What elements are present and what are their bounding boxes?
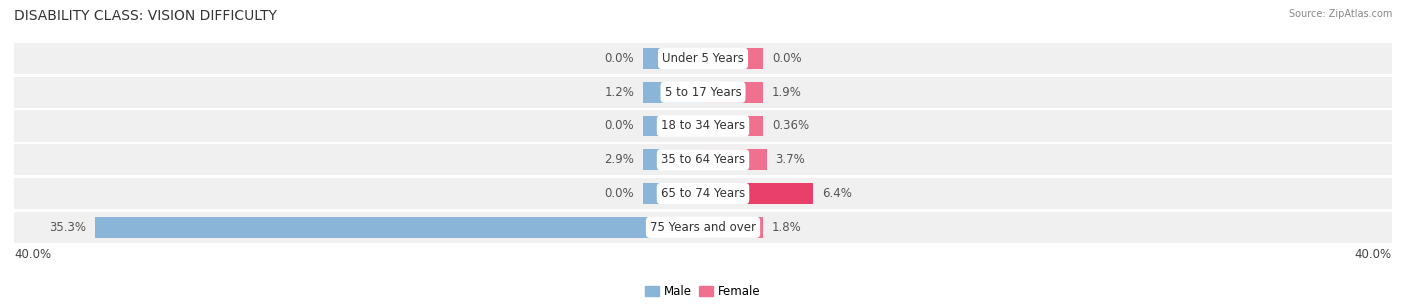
Text: DISABILITY CLASS: VISION DIFFICULTY: DISABILITY CLASS: VISION DIFFICULTY	[14, 9, 277, 23]
Text: 2.9%: 2.9%	[605, 153, 634, 166]
Bar	[14, 77, 1392, 108]
Bar	[14, 144, 1392, 175]
Text: 0.0%: 0.0%	[605, 119, 634, 133]
Text: 40.0%: 40.0%	[14, 248, 51, 261]
Bar	[703, 48, 763, 69]
Text: 18 to 34 Years: 18 to 34 Years	[661, 119, 745, 133]
Text: 1.8%: 1.8%	[772, 221, 801, 234]
Bar	[703, 149, 766, 170]
Text: 1.9%: 1.9%	[772, 86, 801, 99]
Bar	[643, 149, 703, 170]
Bar	[703, 82, 763, 103]
Text: 1.2%: 1.2%	[605, 86, 634, 99]
Text: 3.7%: 3.7%	[775, 153, 806, 166]
Text: 75 Years and over: 75 Years and over	[650, 221, 756, 234]
Text: 40.0%: 40.0%	[1355, 248, 1392, 261]
Text: 6.4%: 6.4%	[823, 187, 852, 200]
Text: 0.0%: 0.0%	[772, 52, 801, 65]
Bar	[703, 217, 763, 238]
Bar	[643, 183, 703, 204]
Text: 0.0%: 0.0%	[605, 187, 634, 200]
Bar	[703, 116, 763, 136]
Bar	[643, 48, 703, 69]
Legend: Male, Female: Male, Female	[641, 281, 765, 303]
Bar	[14, 110, 1392, 142]
Bar	[96, 217, 703, 238]
Bar	[14, 178, 1392, 209]
Bar	[703, 183, 813, 204]
Text: 0.0%: 0.0%	[605, 52, 634, 65]
Bar	[14, 212, 1392, 243]
Bar	[643, 82, 703, 103]
Text: 5 to 17 Years: 5 to 17 Years	[665, 86, 741, 99]
Text: 35 to 64 Years: 35 to 64 Years	[661, 153, 745, 166]
Bar	[643, 116, 703, 136]
Bar	[14, 43, 1392, 74]
Text: Source: ZipAtlas.com: Source: ZipAtlas.com	[1288, 9, 1392, 19]
Text: Under 5 Years: Under 5 Years	[662, 52, 744, 65]
Text: 65 to 74 Years: 65 to 74 Years	[661, 187, 745, 200]
Text: 35.3%: 35.3%	[49, 221, 86, 234]
Text: 0.36%: 0.36%	[772, 119, 808, 133]
